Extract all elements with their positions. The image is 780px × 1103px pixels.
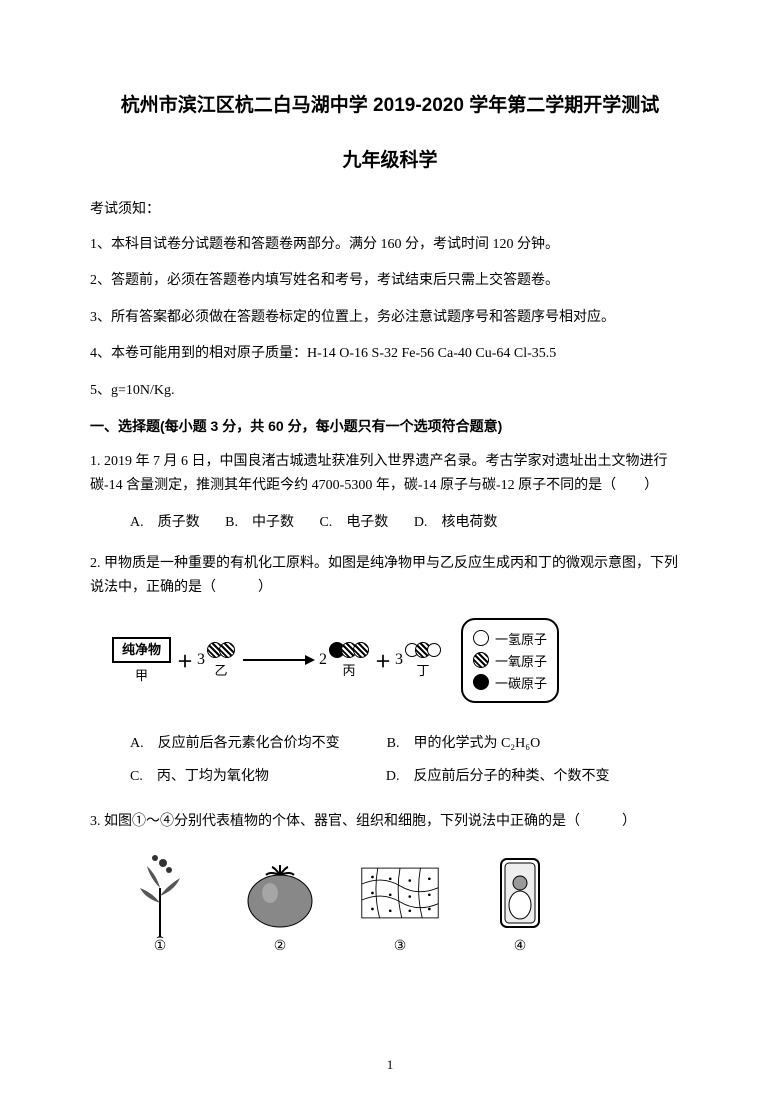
note-5: 5、g=10N/Kg. (90, 380, 690, 402)
plus-icon: ＋ (375, 648, 391, 672)
label-jia: 甲 (135, 665, 148, 684)
question-2-options: A. 反应前后各元素化合价均不变 B. 甲的化学式为 C₂H₆O C. 丙、丁均… (90, 727, 690, 794)
figure-tissue: ③ (360, 848, 440, 955)
question-1: 1. 2019 年 7 月 6 日，中国良渚古城遗址获准列入世界遗产名录。考古学… (90, 450, 690, 498)
question-2-figure: 纯净物 甲 ＋ 3 乙 2 丙 ＋ 3 (110, 618, 690, 703)
legend-h: 一氢原子 (495, 629, 547, 648)
cell-icon (495, 853, 545, 933)
tomato-icon (240, 853, 320, 933)
q2-opt-b: 甲的化学式为 C₂H₆O (413, 736, 540, 751)
coef-bing: 2 (319, 651, 327, 669)
q2-opt-d: 反应前后分子的种类、个数不变 (413, 769, 609, 784)
q3-label-4: ④ (514, 938, 527, 955)
q3-label-3: ③ (394, 938, 407, 955)
exam-page: 杭州市滨江区杭二白马湖中学 2019-2020 学年第二学期开学测试 九年级科学… (0, 0, 780, 1103)
q1-opt-a: 质子数 (158, 515, 200, 530)
question-3-figure: ① ② ③ (120, 848, 690, 955)
tissue-icon (360, 863, 440, 923)
note-3: 3、所有答案都必须做在答题卷标定的位置上，务必注意试题序号和答题序号相对应。 (90, 307, 690, 329)
hydrogen-atom-icon (473, 630, 489, 646)
legend-c: 一碳原子 (495, 673, 547, 692)
figure-cell: ④ (480, 848, 560, 955)
figure-tomato: ② (240, 848, 320, 955)
reactant-jia: 纯净物 甲 (112, 637, 171, 684)
page-title-2: 九年级科学 (90, 145, 690, 172)
page-number: 1 (0, 1057, 780, 1073)
product-ding: 丁 (405, 642, 441, 679)
q2-opt-a: 反应前后各元素化合价均不变 (158, 736, 340, 751)
q1-opt-c: 电子数 (346, 515, 388, 530)
plus-icon: ＋ (177, 648, 193, 672)
page-title-1: 杭州市滨江区杭二白马湖中学 2019-2020 学年第二学期开学测试 (90, 90, 690, 117)
q1-opt-b: 中子数 (252, 515, 294, 530)
note-2: 2、答题前，必须在答题卷内填写姓名和考号，考试结束后只需上交答题卷。 (90, 270, 690, 292)
pure-substance-box: 纯净物 (112, 637, 171, 663)
figure-plant: ① (120, 848, 200, 955)
q2-opt-c: 丙、丁均为氧化物 (157, 769, 269, 784)
hydrogen-atom-icon (427, 643, 441, 657)
question-2: 2. 甲物质是一种重要的有机化工原料。如图是纯净物甲与乙反应生成丙和丁的微观示意… (90, 552, 690, 600)
label-yi: 乙 (215, 660, 228, 679)
note-4: 4、本卷可能用到的相对原子质量：H-14 O-16 S-32 Fe-56 Ca-… (90, 343, 690, 365)
label-ding: 丁 (417, 660, 430, 679)
legend-o: 一氧原子 (495, 651, 547, 670)
question-1-options: A. 质子数 B. 中子数 C. 电子数 D. 核电荷数 (90, 510, 690, 537)
coef-yi: 3 (197, 651, 205, 669)
notes-heading: 考试须知： (90, 198, 690, 218)
reaction-arrow-icon (243, 659, 313, 661)
oxygen-atom-icon (219, 642, 235, 658)
oxygen-atom-icon (353, 642, 369, 658)
reactant-yi: 乙 (207, 642, 235, 679)
question-3: 3. 如图①～④分别代表植物的个体、器官、组织和细胞，下列说法中正确的是（ ） (90, 810, 690, 834)
section-1-heading: 一、选择题(每小题 3 分，共 60 分，每小题只有一个选项符合题意) (90, 416, 690, 436)
q3-label-1: ① (154, 938, 167, 955)
label-bing: 丙 (343, 660, 356, 679)
carbon-atom-icon (473, 674, 489, 690)
plant-icon (125, 848, 195, 938)
atom-legend: 一氢原子 一氧原子 一碳原子 (461, 618, 559, 703)
product-bing: 丙 (329, 642, 369, 679)
q3-label-2: ② (274, 938, 287, 955)
note-1: 1、本科目试卷分试题卷和答题卷两部分。满分 160 分，考试时间 120 分钟。 (90, 234, 690, 256)
q1-opt-d: 核电荷数 (441, 515, 497, 530)
oxygen-atom-icon (473, 652, 489, 668)
coef-ding: 3 (395, 651, 403, 669)
